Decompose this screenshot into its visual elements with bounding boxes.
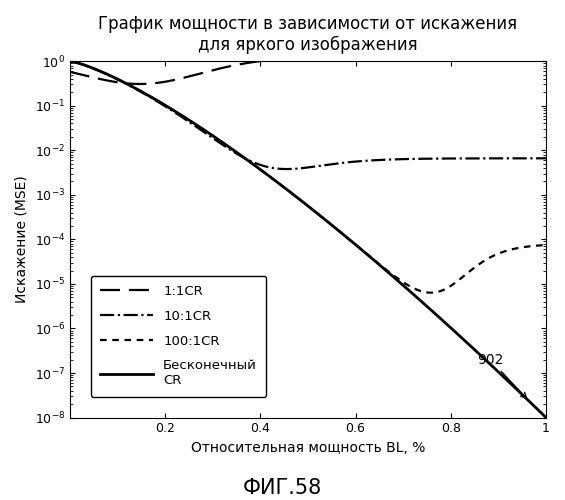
Title: График мощности в зависимости от искажения
для яркого изображения: График мощности в зависимости от искажен… bbox=[98, 15, 518, 54]
Y-axis label: Искажение (MSE): Искажение (MSE) bbox=[15, 176, 29, 304]
Text: 900: 900 bbox=[0, 499, 1, 500]
Бесконечный
CR bbox=[91, 66, 98, 71]
1:1CR bbox=[529, 42, 536, 48]
100:1CR bbox=[529, 243, 536, 249]
1:1CR bbox=[136, 81, 143, 87]
10:1CR bbox=[542, 156, 549, 162]
Бесконечный
CR bbox=[529, 401, 536, 407]
Text: ФИГ.58: ФИГ.58 bbox=[243, 478, 322, 498]
Бесконечный
CR bbox=[67, 58, 73, 64]
10:1CR bbox=[67, 58, 73, 64]
100:1CR bbox=[67, 58, 73, 64]
10:1CR bbox=[298, 165, 305, 171]
100:1CR bbox=[542, 242, 549, 248]
100:1CR bbox=[298, 198, 305, 204]
10:1CR bbox=[286, 166, 293, 172]
Line: Бесконечный
CR: Бесконечный CR bbox=[70, 61, 546, 418]
100:1CR bbox=[427, 290, 434, 296]
1:1CR bbox=[91, 74, 98, 80]
1:1CR bbox=[286, 56, 293, 62]
100:1CR bbox=[442, 286, 449, 292]
10:1CR bbox=[91, 66, 98, 72]
100:1CR bbox=[529, 243, 536, 249]
Бесконечный
CR bbox=[441, 320, 448, 326]
Бесконечный
CR bbox=[298, 198, 305, 204]
Бесконечный
CR bbox=[529, 401, 536, 407]
Text: 902: 902 bbox=[477, 352, 527, 399]
1:1CR bbox=[542, 42, 549, 48]
1:1CR bbox=[67, 69, 73, 75]
1:1CR bbox=[298, 54, 305, 60]
X-axis label: Относительная мощность BL, %: Относительная мощность BL, % bbox=[191, 441, 425, 455]
Бесконечный
CR bbox=[542, 414, 549, 420]
Бесконечный
CR bbox=[285, 188, 292, 194]
Line: 100:1CR: 100:1CR bbox=[70, 61, 546, 292]
Legend: 1:1CR, 10:1CR, 100:1CR, Бесконечный
CR: 1:1CR, 10:1CR, 100:1CR, Бесконечный CR bbox=[90, 276, 266, 396]
Line: 1:1CR: 1:1CR bbox=[70, 44, 546, 84]
10:1CR bbox=[529, 156, 536, 162]
100:1CR bbox=[91, 66, 98, 71]
Line: 10:1CR: 10:1CR bbox=[70, 61, 546, 169]
1:1CR bbox=[442, 48, 449, 54]
1:1CR bbox=[529, 42, 536, 48]
10:1CR bbox=[283, 166, 290, 172]
100:1CR bbox=[285, 188, 292, 194]
10:1CR bbox=[529, 156, 536, 162]
10:1CR bbox=[442, 156, 449, 162]
